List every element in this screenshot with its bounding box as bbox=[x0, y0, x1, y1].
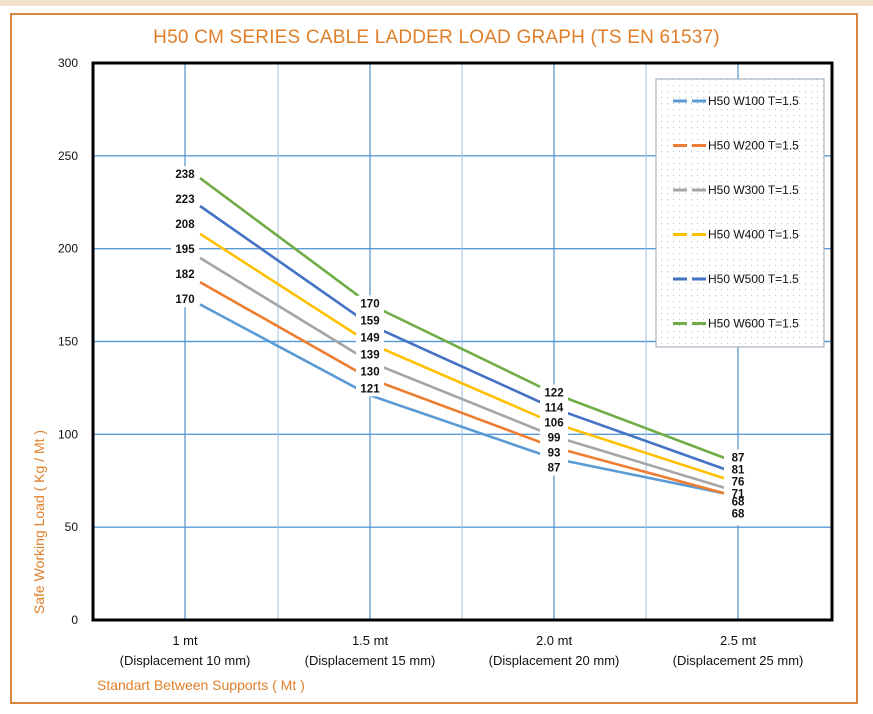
series-layer bbox=[199, 177, 727, 495]
data-label: 170 bbox=[175, 294, 194, 306]
series-line bbox=[199, 256, 727, 490]
top-decoration-stripe bbox=[0, 0, 873, 6]
data-label: 68 bbox=[732, 508, 745, 520]
y-tick-label: 100 bbox=[58, 427, 78, 441]
data-label: 87 bbox=[548, 462, 561, 474]
x-tick-label: 1 mt bbox=[172, 633, 198, 648]
y-tick-label: 200 bbox=[58, 242, 78, 256]
legend-entry-label: H50 W600 T=1.5 bbox=[708, 317, 799, 331]
data-label: 106 bbox=[544, 417, 563, 429]
data-label: 71 bbox=[732, 488, 745, 500]
y-axis-title: Safe Working Load ( Kg / Mt ) bbox=[31, 430, 47, 614]
data-label-backdrop bbox=[724, 449, 752, 526]
series-line bbox=[199, 204, 727, 471]
legend-entry-label: H50 W100 T=1.5 bbox=[708, 94, 799, 108]
plot-border bbox=[91, 61, 834, 622]
x-axis-title: Standart Between Supports ( Mt ) bbox=[97, 677, 305, 693]
x-tick-label: 1.5 mt bbox=[352, 633, 389, 648]
y-axis-ticks: 0 50 100 150 200 250 300 bbox=[58, 56, 78, 627]
x-tick-sublabel: (Displacement 10 mm) bbox=[120, 653, 251, 668]
x-tick-sublabel: (Displacement 15 mm) bbox=[305, 653, 436, 668]
data-label-backdrop bbox=[356, 295, 384, 397]
data-label-backdrop bbox=[540, 384, 568, 476]
data-label: 149 bbox=[360, 332, 379, 344]
data-label: 81 bbox=[732, 464, 745, 476]
legend: H50 W100 T=1.5 H50 W200 T=1.5 H50 W300 T=1… bbox=[655, 78, 825, 348]
data-label-backdrop bbox=[171, 166, 199, 308]
chart-frame bbox=[10, 13, 858, 704]
series-line bbox=[199, 177, 727, 460]
legend-box bbox=[655, 78, 825, 348]
data-label: 208 bbox=[175, 219, 195, 231]
legend-entry-label: H50 W200 T=1.5 bbox=[708, 139, 799, 153]
y-tick-label: 0 bbox=[71, 613, 78, 627]
data-label: 122 bbox=[544, 387, 563, 399]
y-tick-label: 50 bbox=[65, 520, 79, 534]
data-label: 114 bbox=[545, 402, 564, 414]
data-label: 76 bbox=[732, 476, 745, 488]
x-tick-label: 2.0 mt bbox=[536, 633, 573, 648]
data-label: 68 bbox=[732, 496, 745, 508]
data-label: 99 bbox=[548, 432, 561, 444]
series-line bbox=[199, 303, 727, 495]
data-label: 182 bbox=[175, 269, 194, 281]
y-tick-label: 300 bbox=[58, 56, 78, 70]
data-label-layer: 238 223 208 195 182 170 170 159 149 139 130 121 122 1… bbox=[171, 166, 752, 526]
x-tick-sublabel: (Displacement 25 mm) bbox=[673, 653, 804, 668]
y-tick-label: 150 bbox=[58, 335, 78, 349]
x-tick-label: 2.5 mt bbox=[720, 633, 757, 648]
data-label: 170 bbox=[360, 298, 379, 310]
x-tick-sublabel: (Displacement 20 mm) bbox=[489, 653, 620, 668]
x-axis-ticks: 1 mt (Displacement 10 mm) 1.5 mt (Displacem… bbox=[120, 633, 804, 668]
data-label: 130 bbox=[360, 366, 379, 378]
legend-entry-label: H50 W500 T=1.5 bbox=[708, 272, 799, 286]
legend-entry-label: H50 W300 T=1.5 bbox=[708, 183, 799, 197]
chart-title: H50 CM SERIES CABLE LADDER LOAD GRAPH (T… bbox=[153, 27, 720, 48]
series-line bbox=[199, 280, 727, 495]
data-label: 87 bbox=[732, 452, 745, 464]
data-label: 238 bbox=[175, 169, 195, 181]
legend-entry-label: H50 W400 T=1.5 bbox=[708, 228, 799, 242]
grid-layer bbox=[93, 63, 832, 620]
data-label: 139 bbox=[360, 349, 379, 361]
data-label: 159 bbox=[360, 315, 379, 327]
data-label: 121 bbox=[360, 383, 380, 395]
y-tick-label: 250 bbox=[58, 149, 78, 163]
data-label: 223 bbox=[175, 194, 194, 206]
series-line bbox=[199, 232, 727, 481]
data-label: 93 bbox=[548, 447, 561, 459]
data-label: 195 bbox=[175, 244, 195, 256]
